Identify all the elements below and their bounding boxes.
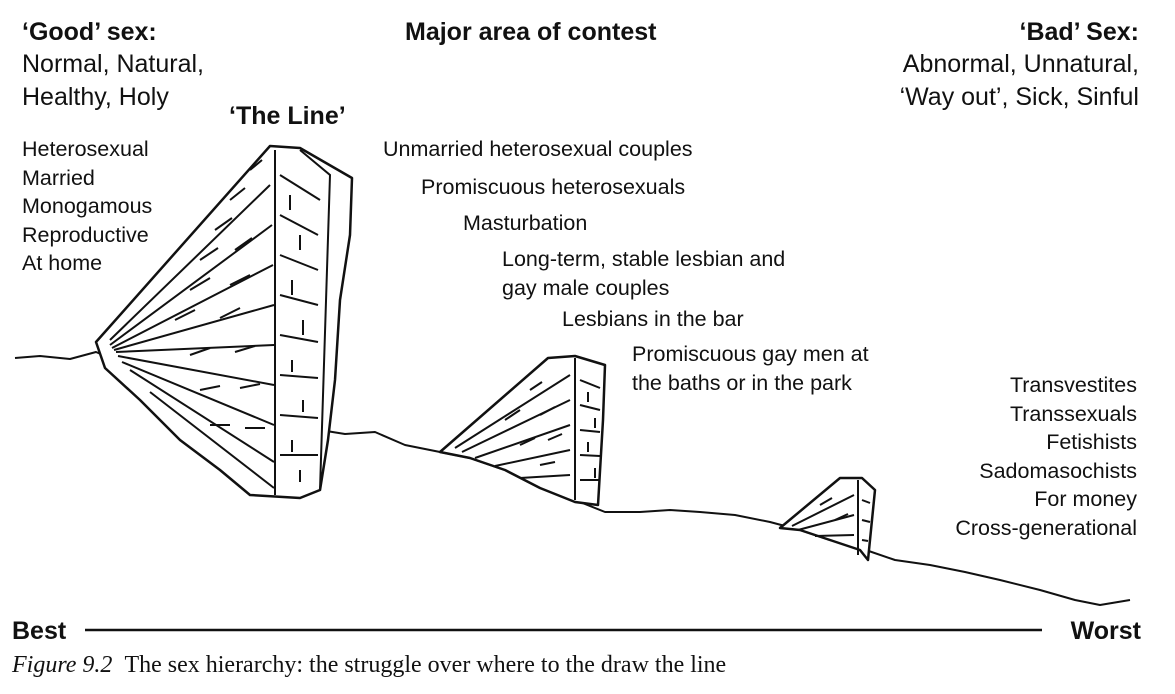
list-item: Reproductive <box>22 222 149 247</box>
contest-item: Promiscuous gay men at the baths or in t… <box>632 340 869 397</box>
list-item: Cross-generational <box>955 515 1137 540</box>
the-line-label: ‘The Line’ <box>229 102 346 130</box>
list-item: Monogamous <box>22 194 153 218</box>
figure-caption-text: The sex hierarchy: the struggle over whe… <box>124 652 727 678</box>
scale-worst-label: Worst <box>1070 617 1141 645</box>
contest-item-line: Long-term, stable lesbian and <box>502 247 786 271</box>
good-descriptor-line: Normal, Natural, <box>22 50 204 78</box>
bad-descriptor-line: ‘Way out’, Sick, Sinful <box>899 83 1139 111</box>
contest-item: Unmarried heterosexual couples <box>383 137 693 161</box>
contest-title: Major area of contest <box>405 18 657 46</box>
scale-best-label: Best <box>12 617 67 645</box>
list-item: Fetishists <box>1046 430 1137 454</box>
figure-caption-label: Figure 9.2 <box>12 652 113 678</box>
good-descriptor-line: Healthy, Holy <box>22 83 169 111</box>
contest-item-line: the baths or in the park <box>632 370 852 395</box>
good-sex-title: ‘Good’ sex: <box>22 18 157 46</box>
bad-sex-list: Transvestites Transsexuals Fetishists Sa… <box>955 371 1137 542</box>
contest-item: Long-term, stable lesbian and gay male c… <box>502 245 785 302</box>
contest-item: Promiscuous heterosexuals <box>421 175 686 199</box>
list-item: Transvestites <box>1009 373 1137 397</box>
bad-sex-descriptors: Abnormal, Unnatural, ‘Way out’, Sick, Si… <box>900 48 1139 114</box>
contest-item: Masturbation <box>463 211 588 235</box>
list-item: At home <box>22 251 103 275</box>
contest-item: Lesbians in the bar <box>562 307 744 331</box>
contest-item-line: Promiscuous gay men at <box>632 342 869 366</box>
good-sex-list: Heterosexual Married Monogamous Reproduc… <box>22 135 152 278</box>
contest-item-line: gay male couples <box>502 275 670 300</box>
list-item: For money <box>1034 487 1137 511</box>
bad-descriptor-line: Abnormal, Unnatural, <box>902 50 1139 78</box>
small-wall <box>778 476 877 562</box>
list-item: Heterosexual <box>22 137 149 161</box>
middle-wall <box>438 354 607 507</box>
list-item: Sadomasochists <box>979 458 1137 483</box>
bad-sex-title: ‘Bad’ Sex: <box>1019 18 1140 46</box>
the-line-wall <box>94 144 354 500</box>
good-sex-descriptors: Normal, Natural, Healthy, Holy <box>22 48 204 114</box>
figure-caption: Figure 9.2 The sex hierarchy: the strugg… <box>12 652 726 679</box>
list-item: Transsexuals <box>1009 401 1137 426</box>
list-item: Married <box>22 165 95 190</box>
